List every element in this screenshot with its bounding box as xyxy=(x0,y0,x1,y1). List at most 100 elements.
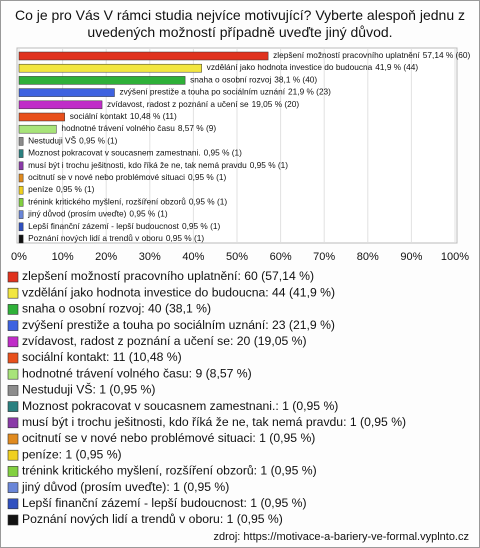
bar-value-label: 0,95 % (1) xyxy=(189,197,228,207)
bar xyxy=(18,161,24,171)
bar-value-label: 57,14 % (60) xyxy=(423,50,471,60)
source: zdroj: https://motivace-a-bariery-ve-for… xyxy=(213,531,469,543)
legend-swatch xyxy=(7,514,19,526)
bar-label: Nestuduji VŠ 0,95 % (1) xyxy=(28,136,117,146)
bar xyxy=(18,112,65,122)
bar-value-label: 19,05 % (20) xyxy=(252,99,300,109)
bar-label: zvídavost, radost z poznání a učení se 19… xyxy=(107,99,299,109)
bar-category: Moznost pokracovat v soucasnem zamestnan… xyxy=(28,148,200,158)
bar-label: ocitnutí se v nové nebo problémové situa… xyxy=(28,172,226,182)
bar-value-label: 10,48 % (11) xyxy=(130,111,177,121)
x-tick-label: 100% xyxy=(441,251,469,263)
bar-value-label: 0,95 % (1) xyxy=(56,184,95,194)
legend-label: zvídavost, radost z poznání a učení se: … xyxy=(22,334,307,348)
legend-label: Poznání nových lidí a trendů v oboru: 1 … xyxy=(22,512,283,526)
bar-category: zlepšení možností pracovního uplatnění xyxy=(273,50,420,60)
bar xyxy=(18,51,269,61)
bar-category: snaha o osobní rozvoj xyxy=(190,75,271,85)
bar-label: zlepšení možností pracovního uplatnění 57… xyxy=(273,50,470,60)
bar-category: zvýšení prestiže a touha po sociálním uz… xyxy=(119,87,285,97)
legend-label: peníze: 1 (0,95 %) xyxy=(22,447,122,461)
legend-label: vzdělání jako hodnota investice do budou… xyxy=(22,285,335,299)
bar-category: musí být i trochu ješitnosti, kdo říká ž… xyxy=(28,160,247,170)
bar-category: Lepší finanční zázemí - lepší budoucnost xyxy=(28,221,180,231)
legend-label: Nestuduji VŠ: 1 (0,95 %) xyxy=(22,382,155,397)
bar xyxy=(18,198,24,207)
legend-swatch xyxy=(7,449,19,461)
bar-value-label: 0,95 % (1) xyxy=(129,209,168,219)
x-tick-label: 0% xyxy=(11,251,27,263)
legend-label: Moznost pokracovat v soucasnem zamestnan… xyxy=(22,399,338,413)
x-tick-label: 70% xyxy=(313,251,335,263)
bar xyxy=(18,173,24,183)
bar xyxy=(18,76,186,85)
legend-swatch xyxy=(7,336,19,348)
x-tick-label: 30% xyxy=(139,251,161,263)
bar-value-label: 21,9 % (23) xyxy=(288,87,331,97)
legend-swatch xyxy=(7,352,19,364)
x-tick-label: 90% xyxy=(400,251,422,263)
bar xyxy=(18,149,24,158)
bar-category: trénink kritického myšlení, rozšíření ob… xyxy=(28,197,186,207)
bar-label: jiný důvod (prosím uveďte) 0,95 % (1) xyxy=(27,209,168,219)
bar xyxy=(18,185,24,195)
x-tick-label: 60% xyxy=(270,251,292,263)
bar xyxy=(18,234,24,244)
bar xyxy=(18,222,24,232)
bar-category: Nestuduji VŠ xyxy=(28,136,76,146)
bar-value-label: 0,95 % (1) xyxy=(166,233,205,243)
legend-swatch xyxy=(7,433,19,445)
bar-value-label: 41,9 % (44) xyxy=(375,62,418,72)
legend-label: jiný důvod (prosím uveďte): 1 (0,95 %) xyxy=(21,480,229,494)
bar-category: vzdělání jako hodnota investice do budou… xyxy=(207,62,373,72)
bar-value-label: 0,95 % (1) xyxy=(250,160,289,170)
legend-label: Lepší finanční zázemí - lepší budoucnost… xyxy=(22,496,307,510)
x-tick-label: 50% xyxy=(226,251,248,263)
bar-label: vzdělání jako hodnota investice do budou… xyxy=(207,62,419,72)
x-tick-label: 10% xyxy=(52,251,74,263)
bar-label: peníze 0,95 % (1) xyxy=(28,184,94,194)
legend-label: snaha o osobní rozvoj: 40 (38,1 %) xyxy=(22,302,211,316)
bar xyxy=(18,124,57,134)
bar-label: Poznání nových lidí a trendů v oboru 0,95… xyxy=(28,233,204,243)
bar xyxy=(18,100,103,110)
bar-label: musí být i trochu ješitnosti, kdo říká ž… xyxy=(28,160,288,170)
bar-value-label: 0,95 % (1) xyxy=(188,172,227,182)
legend-swatch xyxy=(7,287,19,299)
bar-label: hodnotné trávení volného času 8,57 % (9) xyxy=(61,123,216,133)
bar-category: zvídavost, radost z poznání a učení se xyxy=(107,99,249,109)
legend-swatch xyxy=(7,368,19,380)
bar xyxy=(18,210,24,219)
x-tick-label: 40% xyxy=(182,251,204,263)
legend-swatch xyxy=(7,401,19,412)
x-tick-label: 80% xyxy=(357,251,379,263)
legend-label: hodnotné trávení volného času: 9 (8,57 %… xyxy=(22,366,252,380)
chart-title: Co je pro Vás V rámci studia nejvíce mot… xyxy=(14,7,466,40)
x-tick-label: 20% xyxy=(95,251,117,263)
bar-category: peníze xyxy=(28,184,53,194)
legend-label: sociální kontakt: 11 (10,48 %) xyxy=(22,350,182,364)
legend-label: ocitnutí se v nové nebo problémové situa… xyxy=(22,431,315,445)
legend-swatch xyxy=(7,466,19,477)
legend-swatch xyxy=(7,320,19,331)
bar xyxy=(18,88,115,97)
legend-label: musí být i trochu ješitnosti, kdo říká ž… xyxy=(22,415,406,429)
bar-category: jiný důvod (prosím uveďte) xyxy=(27,209,126,219)
bar-value-label: 0,95 % (1) xyxy=(182,221,221,231)
bar-category: sociální kontakt xyxy=(70,111,128,121)
bar-label: Moznost pokracovat v soucasnem zamestnan… xyxy=(28,148,242,158)
bar-value-label: 38,1 % (40) xyxy=(274,75,317,85)
bar-value-label: 0,95 % (1) xyxy=(204,148,243,158)
legend-label: zlepšení možností pracovního uplatnění: … xyxy=(22,269,314,283)
bar-label: sociální kontakt 10,48 % (11) xyxy=(70,111,177,121)
legend-swatch xyxy=(7,271,19,283)
bar xyxy=(18,137,24,146)
legend-label: trénink kritického myšlení, rozšíření ob… xyxy=(22,464,317,478)
bar-category: Poznání nových lidí a trendů v oboru xyxy=(28,233,163,243)
bar-category: hodnotné trávení volného času xyxy=(61,123,175,133)
bar-label: trénink kritického myšlení, rozšíření ob… xyxy=(28,197,227,207)
legend-label: zvýšení prestiže a touha po sociálním uz… xyxy=(22,318,335,332)
legend-swatch xyxy=(7,304,19,315)
